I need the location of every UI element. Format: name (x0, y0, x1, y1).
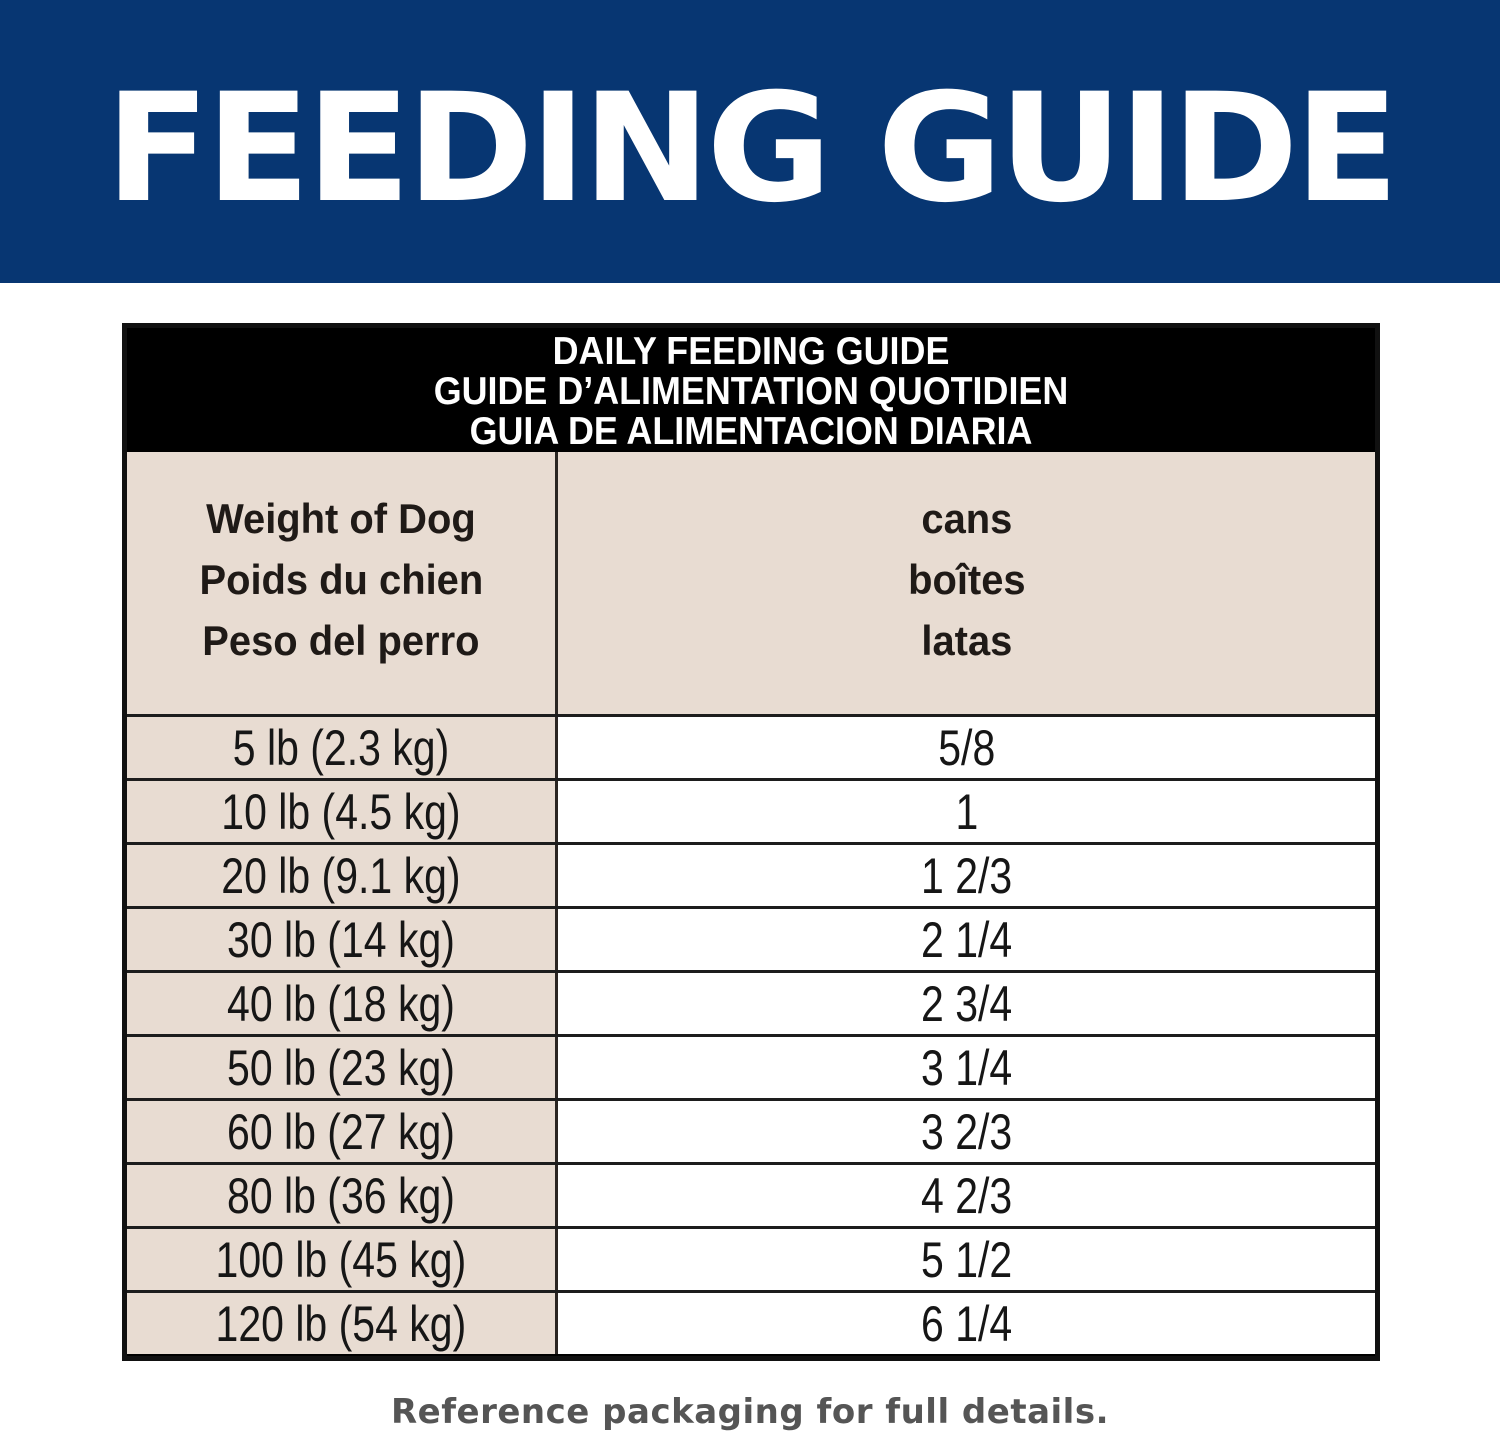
header-cans-en: cans (921, 494, 1012, 542)
cans-value: 3 1/4 (920, 1039, 1013, 1096)
row-divider (127, 1226, 1375, 1229)
table-row-weight: 30 lb (14 kg) (127, 909, 558, 970)
table-row-weight: 50 lb (23 kg) (127, 1037, 558, 1098)
row-divider (127, 714, 1375, 717)
row-divider (127, 1162, 1375, 1165)
header-weight-en: Weight of Dog (206, 494, 476, 542)
table-row-weight: 100 lb (45 kg) (127, 1229, 558, 1290)
weight-value: 5 lb (2.3 kg) (232, 719, 450, 776)
caption-french: GUIDE D’ALIMENTATION QUOTIDIEN (433, 370, 1069, 413)
table-row-cans: 1 (558, 781, 1375, 842)
table-row-cans: 2 1/4 (558, 909, 1375, 970)
cans-value: 5/8 (937, 719, 995, 776)
weight-value: 10 lb (4.5 kg) (221, 783, 461, 840)
row-divider (127, 906, 1375, 909)
weight-value: 80 lb (36 kg) (227, 1167, 455, 1224)
row-divider (127, 842, 1375, 845)
table-row-weight: 5 lb (2.3 kg) (127, 717, 558, 778)
table-row-cans: 3 1/4 (558, 1037, 1375, 1098)
header-weight-fr: Poids du chien (199, 555, 483, 603)
cans-value: 2 1/4 (920, 911, 1013, 968)
table-grid: Weight of Dog Poids du chien Peso del pe… (127, 452, 1375, 1354)
row-divider (127, 778, 1375, 781)
row-divider (127, 970, 1375, 973)
weight-value: 40 lb (18 kg) (227, 975, 455, 1032)
table-row-weight: 80 lb (36 kg) (127, 1165, 558, 1226)
row-divider (127, 1290, 1375, 1293)
table-row-cans: 2 3/4 (558, 973, 1375, 1034)
table-caption: DAILY FEEDING GUIDE GUIDE D’ALIMENTATION… (127, 328, 1375, 452)
weight-value: 100 lb (45 kg) (215, 1231, 467, 1288)
daily-feeding-table: DAILY FEEDING GUIDE GUIDE D’ALIMENTATION… (122, 323, 1380, 1361)
table-row-weight: 20 lb (9.1 kg) (127, 845, 558, 906)
table-row-weight: 120 lb (54 kg) (127, 1293, 558, 1354)
weight-value: 30 lb (14 kg) (227, 911, 455, 968)
table-row-cans: 3 2/3 (558, 1101, 1375, 1162)
table-row-weight: 60 lb (27 kg) (127, 1101, 558, 1162)
header-cans-fr: boîtes (907, 555, 1026, 603)
caption-english: DAILY FEEDING GUIDE (552, 330, 950, 373)
table-row-cans: 6 1/4 (558, 1293, 1375, 1354)
caption-spanish: GUIA DE ALIMENTACION DIARIA (469, 410, 1033, 453)
cans-value: 5 1/2 (920, 1231, 1013, 1288)
cans-value: 1 (955, 783, 978, 840)
footnote: Reference packaging for full details. (391, 1392, 1109, 1432)
table-row-weight: 10 lb (4.5 kg) (127, 781, 558, 842)
column-header-cans: cans boîtes latas (558, 452, 1375, 714)
cans-value: 3 2/3 (920, 1103, 1013, 1160)
cans-value: 4 2/3 (920, 1167, 1013, 1224)
table-row-cans: 5/8 (558, 717, 1375, 778)
header-cans-es: latas (921, 616, 1012, 664)
weight-value: 120 lb (54 kg) (215, 1295, 467, 1352)
cans-value: 1 2/3 (920, 847, 1013, 904)
cans-value: 2 3/4 (920, 975, 1013, 1032)
header-weight-es: Peso del perro (202, 616, 480, 664)
column-header-weight: Weight of Dog Poids du chien Peso del pe… (127, 452, 558, 714)
row-divider (127, 1098, 1375, 1101)
weight-value: 50 lb (23 kg) (227, 1039, 455, 1096)
feeding-guide-banner: FEEDING GUIDE (0, 0, 1500, 283)
banner-title: FEEDING GUIDE (105, 61, 1399, 236)
table-row-cans: 5 1/2 (558, 1229, 1375, 1290)
table-row-cans: 4 2/3 (558, 1165, 1375, 1226)
row-divider (127, 1034, 1375, 1037)
cans-value: 6 1/4 (920, 1295, 1013, 1352)
table-row-weight: 40 lb (18 kg) (127, 973, 558, 1034)
table-row-cans: 1 2/3 (558, 845, 1375, 906)
weight-value: 60 lb (27 kg) (227, 1103, 455, 1160)
weight-value: 20 lb (9.1 kg) (221, 847, 461, 904)
